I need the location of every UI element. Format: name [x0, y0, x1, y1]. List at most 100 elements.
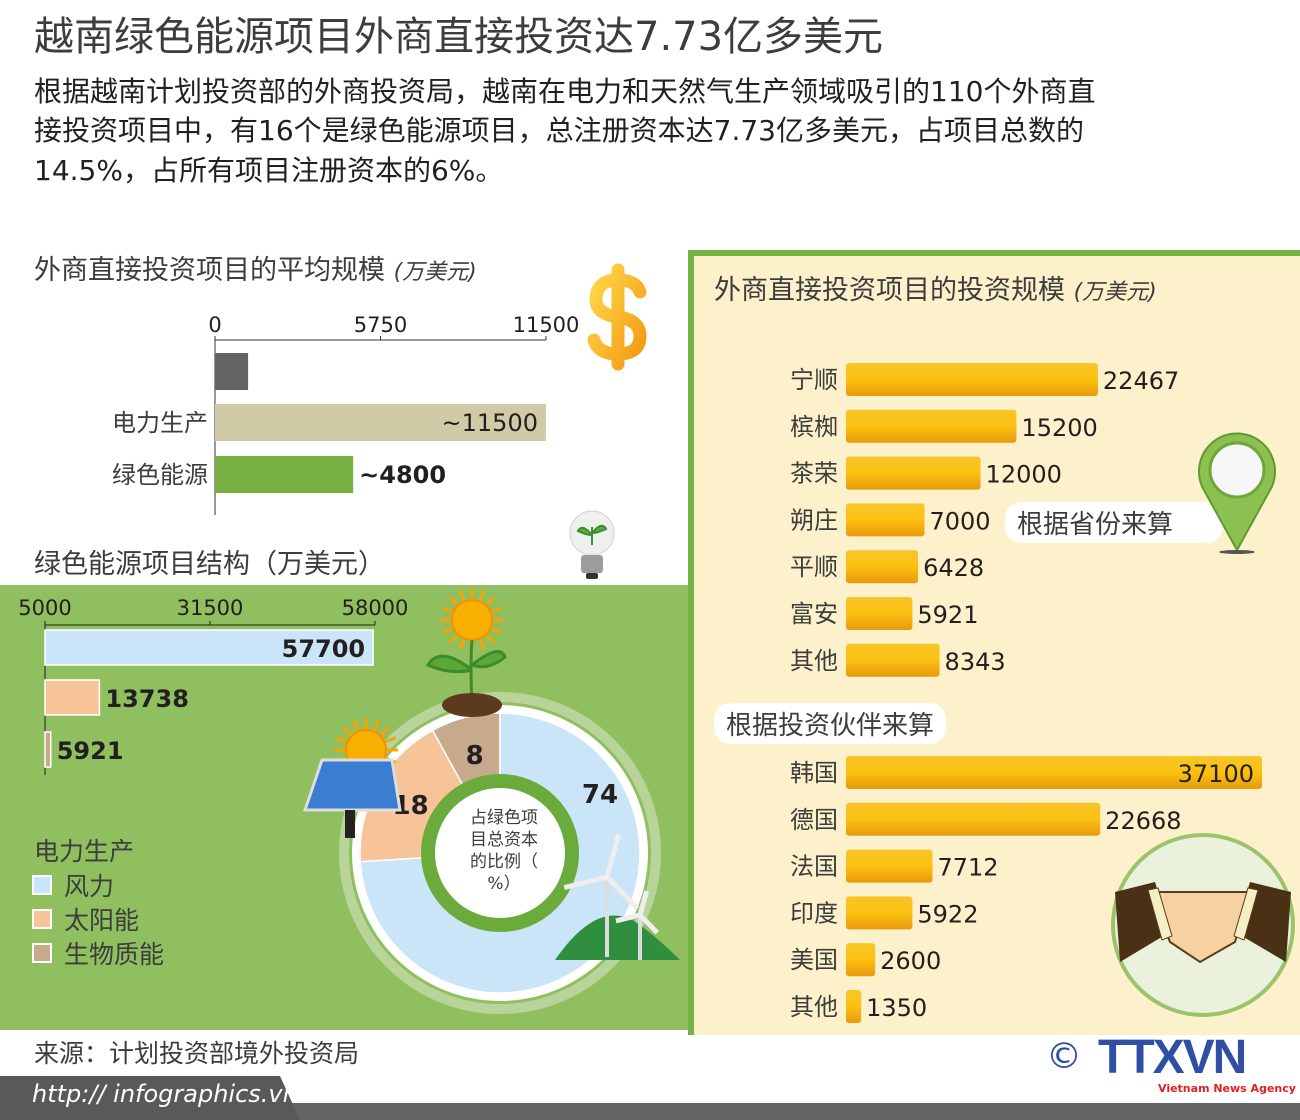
sun-top-ray	[485, 633, 496, 644]
category-label: 宁顺	[790, 366, 838, 394]
data-label: 57700	[282, 635, 366, 663]
legend-item-wind: 风力	[32, 868, 164, 902]
data-label: ~4800	[359, 461, 446, 489]
solar-panel-stand	[345, 810, 355, 838]
wind-turbine-icon-blade	[563, 874, 608, 890]
data-label: 22467	[1103, 367, 1179, 395]
bar-法国	[846, 849, 933, 883]
donut-center-label: %）	[487, 874, 520, 894]
intro-line-1: 根据越南计划投资部的外商投资局，越南在电力和天然气生产领域吸引的110个外商直	[34, 75, 1096, 108]
investment-scale-title: 外商直接投资项目的投资规模 (万美元)	[714, 268, 1157, 307]
wind-turbine-small-icon-blade	[637, 890, 650, 916]
sun-top-ray	[489, 626, 503, 634]
legend-swatch-solar	[32, 909, 52, 929]
sun-top-ray	[458, 637, 466, 651]
data-label: 5922	[917, 900, 978, 928]
bar-1	[44, 629, 374, 666]
tick-label: 58000	[342, 596, 409, 620]
sun-top-ray	[478, 589, 486, 603]
bar-2	[215, 404, 546, 441]
bar-1	[215, 353, 249, 390]
sun-top-ray	[458, 589, 466, 603]
sun-left-ray	[372, 719, 380, 733]
tick-label: 5750	[354, 313, 407, 337]
legend-label-wind: 风力	[64, 872, 115, 901]
by-partner-label: 根据投资伙伴来算	[714, 703, 947, 744]
sun-top-ray	[441, 626, 455, 634]
legend-swatch-wind	[32, 875, 52, 895]
data-label: 7000	[929, 507, 990, 535]
data-label: ~11500	[442, 409, 538, 437]
wind-turbine-small-icon-blade	[615, 912, 641, 924]
sun-left-ray	[335, 736, 349, 744]
bar-2	[44, 679, 101, 716]
bar-其他	[846, 643, 940, 677]
category-label: 其他	[790, 993, 838, 1021]
by-province-label: 根据省份来算	[1005, 502, 1224, 543]
footer-tab	[0, 1076, 300, 1120]
legend-label-solar: 太阳能	[64, 906, 140, 935]
bar-德国	[846, 802, 1101, 836]
legend-item-biomass: 生物质能	[32, 936, 164, 970]
category-label: 平顺	[790, 553, 838, 581]
data-label: 13738	[105, 685, 189, 713]
bar-朔庄	[846, 503, 925, 537]
data-label: 15200	[1021, 414, 1097, 442]
data-label: 5921	[917, 601, 978, 629]
bar-3	[215, 456, 354, 493]
legend-swatch-biomass	[32, 943, 52, 963]
wind-turbine-icon-blade	[605, 875, 640, 911]
bar-3	[44, 731, 52, 768]
hill-icon	[555, 915, 680, 960]
data-label: 22668	[1105, 807, 1181, 835]
sun-top-ray	[448, 596, 459, 607]
bar-富安	[846, 597, 913, 630]
map-pin-icon	[1198, 432, 1276, 554]
donut-center	[421, 774, 579, 932]
tick-label: 0	[208, 313, 221, 337]
category-label: 印度	[790, 899, 838, 927]
data-label: 2600	[880, 947, 941, 975]
sun-left-ray	[379, 726, 390, 737]
intro-line-2: 接投资项目中，有16个是绿色能源项目，总注册资本达7.73亿多美元，占项目总数的	[34, 114, 1084, 147]
investment-scale-title-text: 外商直接投资项目的投资规模	[714, 275, 1065, 306]
sun-left-ray	[383, 736, 397, 744]
bar-美国	[846, 943, 876, 977]
category-label: 美国	[790, 946, 838, 974]
avg-size-chart: 0 5750 11500 电力生产 ~11500 绿色能源 ~4800	[112, 313, 579, 515]
green-structure-title: 绿色能源项目结构（万美元）	[34, 542, 385, 581]
footer-bar	[0, 1103, 1300, 1120]
solar-panel-icon	[302, 758, 402, 812]
sun-top-ray	[478, 637, 486, 651]
category-label: 韩国	[790, 759, 838, 787]
avg-size-title-text: 外商直接投资项目的平均规模	[34, 255, 385, 286]
data-label: 12000	[986, 461, 1062, 489]
page-title: 越南绿色能源项目外商直接投资达7.73亿多美元	[34, 14, 884, 60]
copyright-icon: ©	[1046, 1036, 1082, 1077]
soil-icon	[442, 693, 502, 717]
bar-平顺	[846, 550, 919, 584]
lightbulb-icon	[569, 510, 615, 579]
green-structure-title-text: 绿色能源项目结构	[34, 549, 250, 580]
ttxvn-logo: TTXVN	[1098, 1031, 1247, 1084]
category-label: 绿色能源	[112, 461, 208, 489]
tick-label: 31500	[177, 596, 244, 620]
tick-label: 5000	[18, 596, 71, 620]
category-label: 富安	[790, 600, 838, 628]
wind-turbine-small-icon-blade	[638, 913, 660, 935]
data-label: 7712	[937, 854, 998, 882]
legend-item-solar: 太阳能	[32, 902, 164, 936]
sun-left-ray	[342, 726, 353, 737]
category-label: 电力生产	[112, 409, 208, 437]
intro-line-3: 14.5%，占所有项目注册资本的6%。	[34, 154, 504, 187]
data-label: 5921	[57, 737, 124, 765]
website-link[interactable]: http:// infographics.vn	[32, 1080, 298, 1108]
donut-value-label: 74	[582, 780, 618, 810]
legend-label-biomass: 生物质能	[64, 940, 165, 969]
donut-center-label: 占绿色项	[470, 808, 538, 828]
tick-label: 11500	[513, 313, 580, 337]
data-label: 6428	[923, 554, 984, 582]
sun-top-ray	[485, 596, 496, 607]
sun-top-ray	[489, 606, 503, 614]
